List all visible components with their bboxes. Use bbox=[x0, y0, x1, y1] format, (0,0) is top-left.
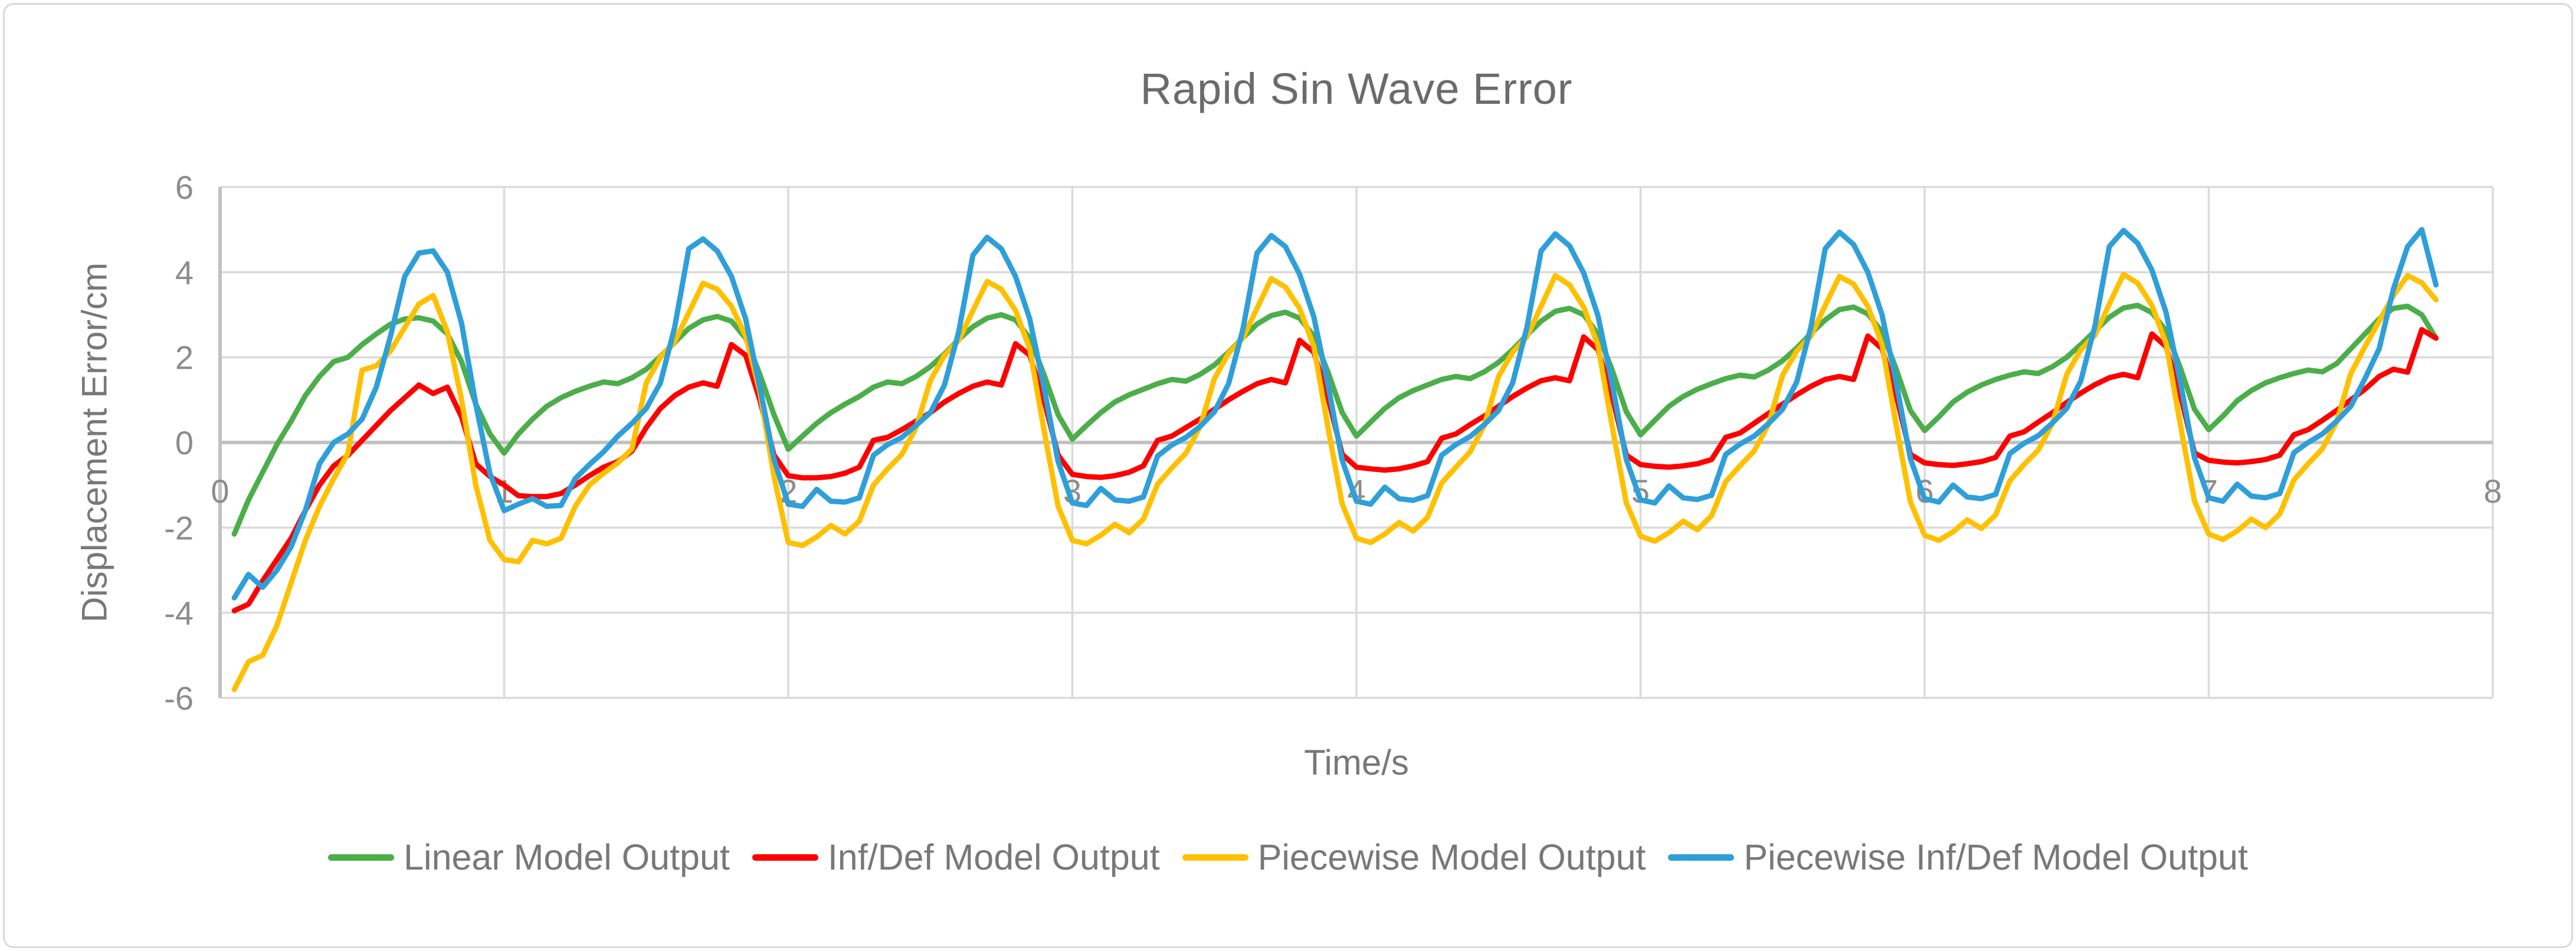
x-axis-title: Time/s bbox=[1304, 743, 1409, 782]
legend-item-piecewise-model-output: Piecewise Model Output bbox=[1182, 837, 1646, 878]
legend-label: Inf/Def Model Output bbox=[827, 837, 1160, 877]
legend-label: Piecewise Model Output bbox=[1257, 837, 1646, 877]
y-tick-label: 0 bbox=[175, 424, 194, 461]
y-tick-label: 6 bbox=[175, 169, 194, 206]
y-axis-title: Displacement Error/cm bbox=[74, 262, 114, 623]
legend-label: Linear Model Output bbox=[404, 837, 730, 877]
series-line-linear-model-output bbox=[231, 303, 2439, 537]
series-lines bbox=[231, 227, 2439, 693]
legend-item-linear-model-output: Linear Model Output bbox=[328, 837, 730, 878]
y-tick-label: -4 bbox=[164, 595, 194, 632]
y-tick-label: 4 bbox=[175, 254, 194, 291]
y-tick-label: 2 bbox=[175, 339, 194, 376]
legend-line-swatch-icon bbox=[328, 854, 395, 861]
chart-title: Rapid Sin Wave Error bbox=[1140, 64, 1573, 113]
series-line-piecewise-inf-def-model-output bbox=[231, 227, 2439, 601]
y-tick-label: -2 bbox=[164, 509, 194, 546]
series-line-piecewise-model-output bbox=[231, 271, 2439, 693]
legend-line-swatch-icon bbox=[1668, 854, 1735, 861]
x-tick-label: 0 bbox=[211, 473, 229, 510]
y-axis-labels: 6 4 2 0 -2 -4 -6 bbox=[164, 169, 194, 717]
legend-label: Piecewise Inf/Def Model Output bbox=[1743, 837, 2248, 877]
y-tick-label: -6 bbox=[164, 680, 194, 717]
x-tick-label: 8 bbox=[2483, 473, 2502, 510]
legend-line-swatch-icon bbox=[1182, 854, 1248, 861]
legend-item-piecewise-inf-def-model-output: Piecewise Inf/Def Model Output bbox=[1668, 837, 2248, 878]
legend-item-inf-def-model-output: Inf/Def Model Output bbox=[752, 837, 1160, 878]
legend-line-swatch-icon bbox=[752, 854, 818, 861]
legend: Linear Model Output Inf/Def Model Output P… bbox=[0, 837, 2576, 878]
